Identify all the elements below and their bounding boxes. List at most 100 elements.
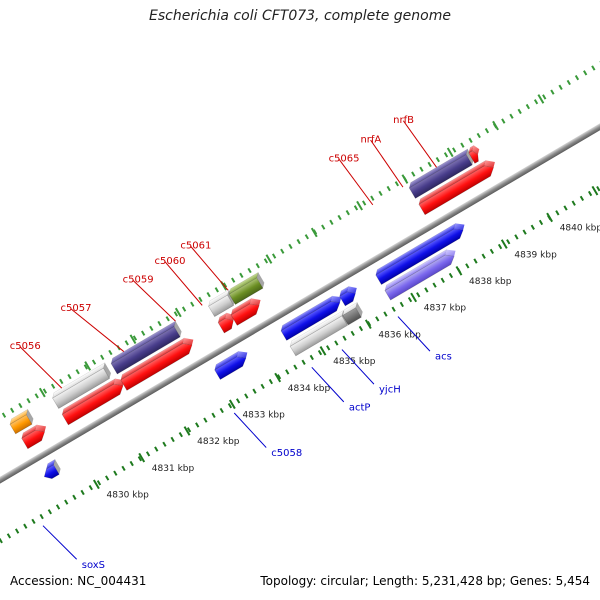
gene-label-c5060[interactable]: c5060 — [155, 256, 186, 267]
kbp-label: 4835 kbp — [333, 357, 376, 367]
gene-blue-1[interactable] — [39, 458, 62, 481]
gene-orange[interactable] — [8, 408, 35, 435]
gene-label-actP[interactable]: actP — [349, 403, 371, 414]
tick-mark — [100, 354, 105, 360]
tick-mark — [6, 533, 12, 539]
gene-actP[interactable] — [288, 309, 351, 357]
tick-mark — [452, 147, 457, 153]
major-tick — [92, 479, 100, 490]
tick-mark — [571, 200, 576, 206]
major-tick — [455, 265, 463, 276]
gene-c5061[interactable] — [227, 271, 266, 305]
label-leader — [402, 120, 437, 168]
gene-c5065[interactable] — [407, 148, 475, 199]
tick-mark — [530, 224, 535, 230]
tick-mark — [186, 427, 192, 433]
tick-mark — [370, 195, 375, 201]
kbp-label: 4833 kbp — [242, 410, 285, 420]
kbp-label: 4832 kbp — [197, 437, 240, 447]
gene-acs[interactable] — [374, 220, 469, 285]
tick-mark — [55, 504, 61, 510]
tick-mark — [350, 330, 355, 337]
gene-label-c5058[interactable]: c5058 — [271, 448, 302, 459]
tick-mark — [285, 369, 290, 375]
gene-label-c5056[interactable]: c5056 — [10, 341, 41, 352]
major-tick — [492, 120, 499, 131]
tick-mark — [141, 330, 146, 336]
gene-label-c5061[interactable]: c5061 — [180, 241, 211, 252]
major-tick — [364, 319, 372, 329]
tick-mark — [353, 205, 359, 211]
tick-mark — [203, 417, 208, 423]
gene-yjcH[interactable] — [341, 301, 365, 326]
tick-mark — [198, 296, 203, 303]
gene-red-2[interactable] — [60, 375, 129, 426]
gene-blue-3[interactable] — [279, 292, 346, 341]
tick-mark — [263, 258, 269, 264]
accession-label: Accession: NC_004431 — [10, 574, 147, 588]
gene-label-acs[interactable]: acs — [435, 352, 452, 363]
tick-mark — [0, 538, 3, 544]
tick-mark — [296, 238, 301, 245]
tick-mark — [558, 84, 563, 90]
tick-mark — [591, 65, 596, 71]
major-tick — [500, 239, 508, 249]
tick-mark — [583, 70, 588, 76]
kbp-label: 4838 kbp — [469, 277, 512, 287]
tick-mark — [239, 272, 244, 279]
tick-mark — [288, 243, 293, 250]
tick-mark — [42, 388, 48, 394]
gene-red-6[interactable] — [417, 157, 500, 216]
tick-mark — [358, 325, 364, 332]
tick-mark — [39, 513, 44, 520]
gene-red-3[interactable] — [119, 334, 199, 391]
tick-mark — [506, 239, 511, 245]
gene-red-1[interactable] — [20, 421, 51, 450]
tick-mark — [145, 451, 151, 457]
gene-label-c5057[interactable]: c5057 — [60, 303, 91, 314]
tick-mark — [80, 489, 85, 496]
gene-lav[interactable] — [383, 246, 460, 301]
tick-mark — [329, 219, 334, 225]
gene-blue-4[interactable] — [338, 283, 362, 307]
gene-c5056[interactable] — [51, 362, 113, 409]
tick-mark — [137, 456, 143, 462]
gene-nrfA[interactable] — [467, 144, 485, 164]
major-tick — [446, 147, 454, 158]
genome-summary: Topology: circular; Length: 5,231,428 bp… — [260, 574, 590, 588]
gene-label-c5065[interactable]: c5065 — [329, 153, 360, 164]
tick-mark — [190, 301, 195, 307]
gene-c5058[interactable] — [213, 348, 252, 380]
major-tick — [38, 387, 46, 398]
tick-mark — [542, 94, 547, 100]
tick-mark — [113, 470, 118, 476]
tick-mark — [260, 383, 265, 390]
tick-mark — [31, 518, 36, 525]
tick-mark — [293, 364, 298, 370]
gene-label-c5059[interactable]: c5059 — [123, 275, 154, 286]
major-tick — [591, 185, 599, 196]
tick-mark — [88, 484, 93, 491]
tick-mark — [468, 137, 473, 143]
tick-mark — [334, 340, 339, 346]
gene-label-nrfB[interactable]: nrfB — [393, 115, 414, 126]
gene-label-yjcH[interactable]: yjcH — [379, 385, 401, 396]
top-tick-row — [1, 60, 600, 418]
genome-title: Escherichia coli CFT073, complete genome — [149, 8, 451, 24]
tick-mark — [91, 359, 97, 365]
tick-mark — [219, 407, 224, 414]
label-leader — [311, 366, 345, 403]
tick-mark — [50, 383, 56, 389]
tick-mark — [337, 214, 342, 221]
tick-mark — [407, 296, 413, 303]
label-leader — [164, 261, 203, 306]
tick-mark — [378, 190, 383, 197]
gene-red-5[interactable] — [229, 295, 266, 326]
major-tick — [546, 212, 554, 223]
gene-label-soxS[interactable]: soxS — [82, 560, 105, 571]
tick-mark — [162, 441, 167, 447]
major-tick — [138, 452, 146, 463]
tick-mark — [67, 373, 72, 380]
gene-c5057[interactable] — [109, 320, 183, 375]
gene-label-nrfA[interactable]: nrfA — [360, 135, 381, 146]
